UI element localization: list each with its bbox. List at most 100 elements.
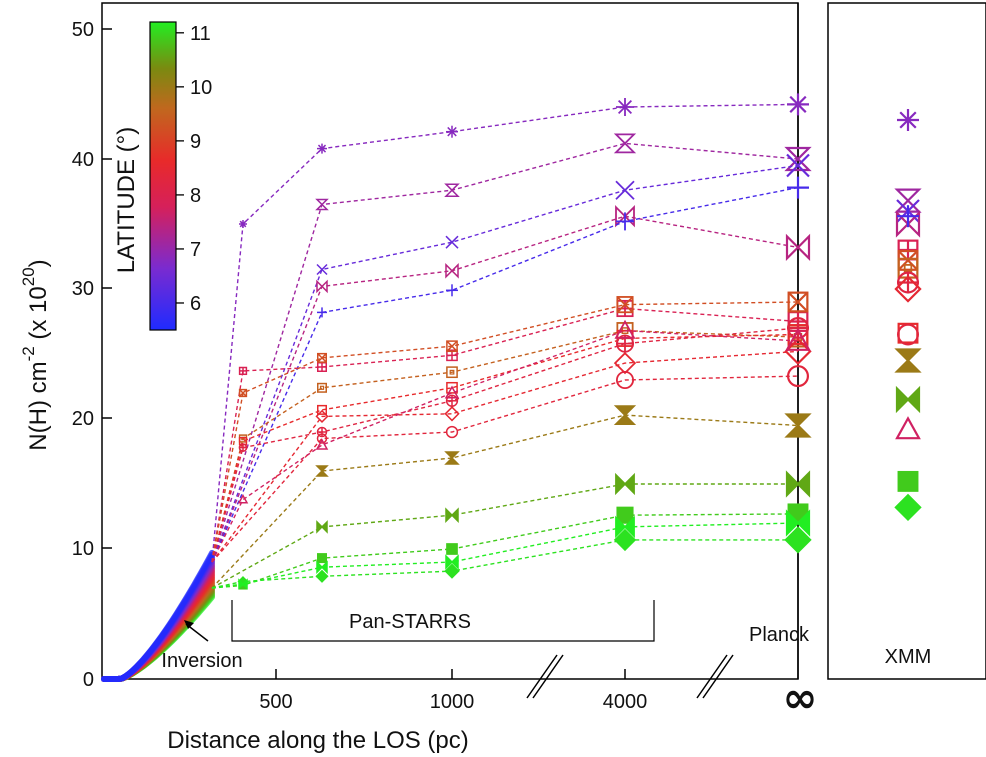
data-point (317, 553, 327, 564)
y-axis-title: N(H) cm-2 (x 1020) (19, 259, 52, 450)
colorbar-tick-label: 9 (190, 131, 201, 153)
data-point (445, 235, 459, 249)
extinction-curve (101, 549, 215, 682)
series (211, 317, 809, 563)
xmm-point (895, 210, 921, 238)
data-point (315, 198, 329, 211)
data-point (787, 176, 809, 199)
series (211, 93, 809, 563)
x-axis: 500 1000 4000 ∞ (259, 654, 818, 722)
data-point (444, 406, 460, 422)
data-point (615, 205, 635, 228)
data-point (317, 382, 327, 393)
series (211, 205, 811, 563)
xmm-point (897, 109, 919, 131)
data-point (316, 279, 328, 294)
series-line (211, 539, 798, 589)
xmm-panel-frame (827, 2, 986, 680)
colorbar-tick: 8 (176, 185, 201, 207)
series-line (211, 142, 799, 563)
x-tick-label: 1000 (430, 691, 475, 713)
series-line (211, 307, 799, 563)
data-point (615, 180, 635, 200)
colorbar-tick-label: 10 (190, 77, 212, 99)
series (211, 470, 811, 589)
y-tick-label: 0 (83, 669, 94, 691)
data-point (613, 133, 637, 154)
data-point (445, 507, 459, 524)
data-point (616, 212, 634, 231)
colorbar: 6 7 8 9 10 11 LATITUDE (°) (113, 21, 212, 331)
xmm-point (894, 348, 922, 373)
panstarrs-label: Pan-STARRS (349, 611, 471, 633)
y-tick-label: 50 (72, 19, 94, 41)
series (211, 405, 812, 589)
series-line (211, 333, 799, 563)
series-line (211, 375, 799, 563)
series-line (211, 164, 799, 563)
x-axis-title: Distance along the LOS (pc) (167, 727, 469, 754)
data-point (444, 385, 460, 399)
axis-break-mark (526, 654, 558, 699)
series (211, 319, 811, 563)
xmm-point (896, 271, 919, 294)
series-line (211, 329, 799, 563)
xmm-point (894, 493, 922, 522)
data-point (317, 404, 327, 415)
data-point (613, 528, 637, 552)
data-point (316, 263, 328, 276)
data-point (784, 526, 812, 554)
colorbar-ticks: 6 7 8 9 10 11 (176, 23, 212, 315)
data-point (444, 183, 460, 197)
series-line (211, 483, 798, 589)
colorbar-tick-label: 6 (190, 293, 201, 315)
data-point (616, 506, 634, 524)
series-line (211, 350, 799, 563)
data-point (446, 284, 458, 297)
y-tick: 20 (72, 408, 112, 430)
data-point (616, 98, 634, 116)
series (211, 153, 810, 563)
colorbar-tick-label: 8 (190, 185, 201, 207)
data-point (238, 443, 248, 452)
axis-break-mark (696, 654, 728, 699)
data-point (787, 291, 809, 313)
data-point (315, 465, 329, 477)
series (211, 322, 809, 563)
axis-break-mark (532, 654, 564, 699)
data-point (315, 409, 329, 423)
data-point (615, 472, 635, 496)
data-point (444, 451, 460, 465)
colorbar-tick: 11 (176, 23, 211, 45)
stellar-extinction-curves (101, 549, 215, 682)
series (211, 509, 811, 590)
xmm-point (896, 323, 919, 346)
data-point (317, 143, 327, 154)
data-point (238, 366, 248, 376)
panstarrs-bracket: Pan-STARRS (231, 600, 655, 642)
colorbar-tick-label: 11 (190, 23, 211, 45)
xmm-point (894, 275, 922, 303)
series-line (211, 329, 799, 563)
series-line (211, 327, 799, 563)
inversion-annotation: Inversion (161, 620, 243, 672)
data-point (616, 299, 634, 318)
y-tick-label: 40 (72, 149, 94, 171)
y-axis: 0 10 20 30 40 50 (72, 19, 112, 691)
series-line (211, 414, 799, 589)
y-tick-label: 30 (72, 278, 94, 300)
colorbar-tick-label: 7 (190, 239, 201, 261)
series-line (211, 513, 799, 589)
data-point (785, 509, 811, 537)
data-point (784, 413, 812, 438)
data-point (446, 366, 458, 379)
data-point (316, 433, 328, 444)
colorbar-tick: 6 (176, 293, 201, 315)
y-tick: 40 (72, 149, 112, 171)
data-point (317, 352, 327, 363)
colorbar-tick: 7 (176, 239, 201, 261)
data-point (616, 296, 634, 314)
data-point (446, 340, 458, 353)
data-point (787, 93, 809, 116)
data-point (239, 220, 247, 228)
